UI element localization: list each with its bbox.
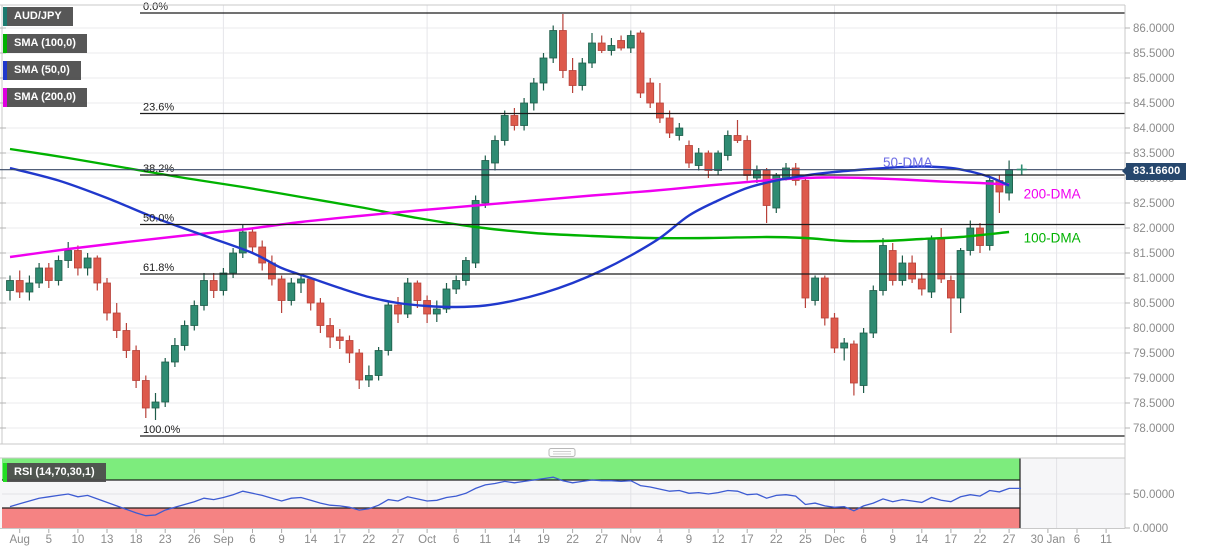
svg-text:19: 19	[537, 534, 550, 546]
svg-text:82.0000: 82.0000	[1133, 223, 1175, 235]
svg-text:85.0000: 85.0000	[1133, 73, 1175, 85]
svg-text:14: 14	[304, 534, 317, 546]
svg-text:26: 26	[188, 534, 201, 546]
svg-text:80.5000: 80.5000	[1133, 298, 1175, 310]
svg-text:Dec: Dec	[824, 534, 845, 546]
legend-item-sma100[interactable]: SMA (100,0)	[3, 34, 87, 53]
svg-text:27: 27	[392, 534, 405, 546]
svg-text:79.0000: 79.0000	[1133, 373, 1175, 385]
svg-text:82.5000: 82.5000	[1133, 198, 1175, 210]
fib-label: 38.2%	[143, 163, 174, 175]
svg-text:11: 11	[1100, 534, 1112, 546]
svg-text:85.5000: 85.5000	[1133, 48, 1175, 60]
svg-text:9: 9	[278, 534, 284, 546]
candlestick-series	[6, 14, 1013, 420]
svg-text:9: 9	[889, 534, 895, 546]
svg-text:83.5000: 83.5000	[1133, 148, 1175, 160]
rsi-line	[9, 476, 1021, 517]
svg-text:78.5000: 78.5000	[1133, 398, 1175, 410]
svg-text:17: 17	[333, 534, 346, 546]
svg-text:22: 22	[974, 534, 987, 546]
svg-text:Nov: Nov	[621, 534, 642, 546]
svg-text:17: 17	[741, 534, 754, 546]
svg-text:23: 23	[159, 534, 172, 546]
svg-text:22: 22	[770, 534, 783, 546]
svg-text:6: 6	[860, 534, 866, 546]
svg-text:9: 9	[686, 534, 692, 546]
rsi-legend: RSI (14,70,30,1)	[3, 463, 106, 482]
svg-text:12: 12	[712, 534, 725, 546]
svg-text:10: 10	[72, 534, 85, 546]
svg-text:22: 22	[566, 534, 579, 546]
current-price-tag: 83.16600	[1121, 163, 1187, 180]
svg-text:27: 27	[595, 534, 608, 546]
fib-label: 23.6%	[143, 102, 174, 114]
left-axis-spine	[0, 5, 6, 444]
svg-text:80.0000: 80.0000	[1133, 323, 1175, 335]
svg-text:30 Jan: 30 Jan	[1031, 534, 1066, 546]
svg-text:6: 6	[1074, 534, 1080, 546]
svg-text:Aug: Aug	[9, 534, 29, 546]
svg-text:13: 13	[101, 534, 114, 546]
panel-borders	[0, 4, 1126, 529]
legend-item-rsi[interactable]: RSI (14,70,30,1)	[3, 463, 106, 482]
fib-label: 61.8%	[143, 262, 174, 274]
rsi-overbought-band	[2, 457, 1020, 480]
svg-text:50.0000: 50.0000	[1133, 489, 1175, 501]
svg-text:81.0000: 81.0000	[1133, 273, 1175, 285]
svg-text:17: 17	[945, 534, 958, 546]
svg-text:84.0000: 84.0000	[1133, 123, 1175, 135]
fib-label: 0.0%	[143, 1, 168, 13]
svg-text:11: 11	[479, 534, 491, 546]
current-bar-cross	[1016, 164, 1027, 175]
fib-label: 50.0%	[143, 213, 174, 225]
svg-text:14: 14	[915, 534, 928, 546]
svg-text:Oct: Oct	[418, 534, 437, 546]
fib-label: 100.0%	[143, 424, 181, 436]
svg-text:0.0000: 0.0000	[1133, 523, 1168, 535]
svg-text:25: 25	[799, 534, 812, 546]
svg-text:6: 6	[453, 534, 459, 546]
50-dma-label: 50-DMA	[883, 155, 933, 170]
svg-text:Sep: Sep	[213, 534, 233, 546]
svg-text:27: 27	[1003, 534, 1016, 546]
panel-splitter-handle[interactable]	[548, 448, 576, 457]
svg-text:14: 14	[508, 534, 521, 546]
sma-100-line	[9, 147, 1010, 243]
fibonacci-levels: 0.0% 23.6% 38.2% 50.0% 61.8% 100.0%	[140, 1, 1125, 437]
100-dma-label: 100-DMA	[1024, 231, 1081, 246]
svg-text:84.5000: 84.5000	[1133, 98, 1175, 110]
time-axis[interactable]: Aug 5 10 13 18 23 26 Sep 6 9 14 17 22 27 Oct 6 11 14 19 22 2…	[9, 529, 1112, 546]
svg-text:18: 18	[130, 534, 143, 546]
svg-text:81.5000: 81.5000	[1133, 248, 1175, 260]
svg-text:79.5000: 79.5000	[1133, 348, 1175, 360]
legend-item-sma200[interactable]: SMA (200,0)	[3, 88, 87, 107]
price-axis[interactable]: 86.0000 85.5000 85.0000 84.5000 84.0000 83.50…	[1125, 23, 1175, 535]
legend-item-sma50[interactable]: SMA (50,0)	[3, 61, 81, 80]
chart-legend: AUD/JPY SMA (100,0) SMA (50,0) SMA (200,…	[3, 7, 87, 107]
legend-item-audjpy[interactable]: AUD/JPY	[3, 7, 73, 26]
svg-text:22: 22	[363, 534, 376, 546]
svg-text:6: 6	[249, 534, 255, 546]
svg-text:5: 5	[46, 534, 52, 546]
rsi-oversold-band	[2, 508, 1020, 528]
svg-text:4: 4	[657, 534, 664, 546]
svg-text:78.0000: 78.0000	[1133, 423, 1175, 435]
svg-text:86.0000: 86.0000	[1133, 23, 1175, 35]
200-dma-label: 200-DMA	[1024, 187, 1081, 202]
sma-50-line	[9, 165, 1010, 309]
